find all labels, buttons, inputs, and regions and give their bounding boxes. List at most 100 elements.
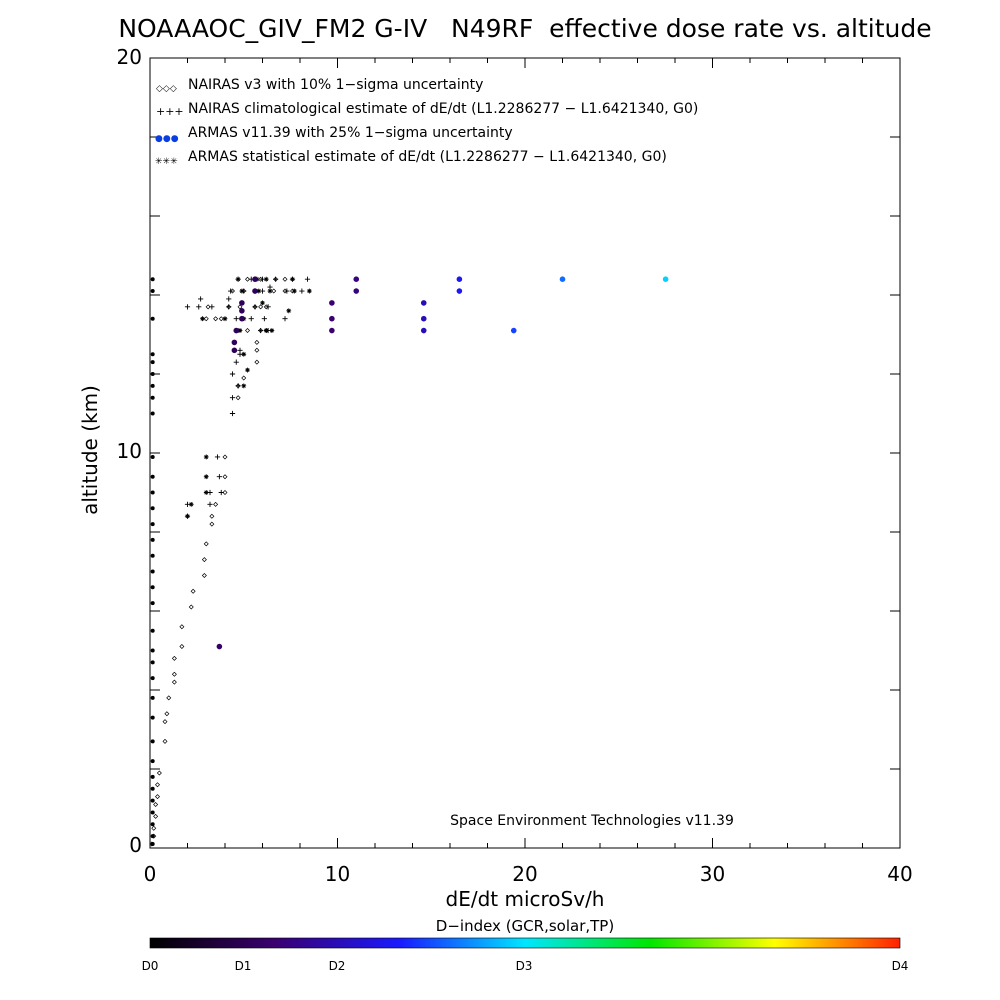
armas-point-d0 [150, 569, 155, 574]
x-tick-label-40: 40 [887, 862, 912, 886]
nairas-v3-point [271, 288, 277, 294]
chart-title: NOAAAOC_GIV_FM2 G-IV N49RF effective dos… [118, 14, 931, 43]
nairas-clim-point [282, 316, 288, 322]
nairas-v3-point [235, 395, 241, 401]
nairas-clim-point [233, 359, 239, 365]
armas-point [231, 347, 238, 354]
nairas-clim-point [299, 288, 305, 294]
nairas-v3-point [164, 711, 170, 717]
nairas-v3-point [162, 738, 168, 744]
legend: ◇◇◇ NAIRAS v3 with 10% 1−sigma uncertain… [155, 77, 698, 167]
nairas-v3-point [179, 644, 185, 650]
armas-stat-point [237, 328, 243, 333]
nairas-clim-point [229, 410, 236, 417]
nairas-v3-point [209, 521, 215, 527]
nairas-clim-point [198, 296, 204, 302]
legend-marker-armas: ●●● [155, 134, 179, 144]
nairas-v3-point [245, 276, 250, 282]
armas-stat-point [260, 300, 265, 306]
nairas-v3-point [245, 328, 250, 334]
nairas-clim-point [304, 276, 311, 282]
nairas-v3-point [171, 671, 177, 677]
armas-point [420, 300, 427, 306]
y-axis-label: altitude (km) [78, 385, 102, 515]
nairas-clim-point [184, 304, 191, 310]
armas-stat-point [241, 383, 247, 389]
nairas-v3-point [153, 813, 159, 819]
legend-marker-nairas-clim: +++ [156, 105, 184, 118]
armas-point [510, 327, 517, 334]
armas-stat-point [203, 474, 209, 480]
nairas-v3-point [222, 474, 228, 480]
y-axis-ticks [150, 57, 900, 849]
nairas-v3-point [171, 655, 177, 661]
armas-point-d0 [150, 759, 155, 764]
nairas-v3-point [155, 782, 160, 788]
nairas-v3-point [254, 339, 260, 345]
nairas-v3-point [190, 588, 196, 594]
armas-point-d0 [150, 352, 155, 357]
armas-stat-point [200, 316, 205, 322]
colorbar-label-d0: D0 [142, 959, 159, 973]
plot-frame [149, 57, 901, 849]
nairas-clim-point [261, 316, 267, 322]
armas-point-d0 [150, 454, 155, 459]
armas-point [233, 327, 240, 334]
armas-point [420, 327, 427, 334]
armas-point [420, 315, 427, 322]
armas-point [353, 288, 360, 294]
nairas-v3-point [213, 501, 219, 507]
y-tick-label-10: 10 [117, 439, 142, 463]
armas-point-d0 [150, 834, 155, 839]
x-tick-label-20: 20 [512, 862, 537, 886]
armas-stat-point [263, 328, 269, 333]
nairas-clim-point [265, 304, 271, 310]
legend-marker-nairas-v3: ◇◇◇ [156, 84, 177, 94]
nairas-v3-point [201, 572, 207, 578]
armas-point [231, 339, 238, 346]
armas-point-d0 [150, 522, 155, 527]
armas-point [559, 276, 566, 283]
nairas-v3-point [254, 359, 260, 365]
nairas-clim-point [228, 288, 234, 294]
armas-point-d0 [150, 316, 155, 321]
armas-point [456, 276, 463, 283]
armas-stat-point [222, 316, 228, 322]
armas-point [329, 300, 335, 306]
colorbar-title: D−index (GCR,solar,TP) [436, 917, 614, 935]
armas-point-d0 [150, 277, 155, 282]
armas-point-d0 [150, 490, 155, 495]
armas-point-d0 [150, 842, 155, 847]
colorbar-label-d1: D1 [235, 959, 252, 973]
x-axis-ticks [149, 58, 901, 848]
armas-stat-point [256, 288, 262, 294]
armas-stat-point [263, 276, 269, 282]
x-tick-label-30: 30 [700, 862, 725, 886]
armas-point [456, 288, 463, 294]
colorbar [149, 937, 901, 949]
armas-point-d0 [150, 715, 155, 720]
nairas-clim-point [218, 489, 224, 496]
nairas-v3-point [201, 557, 207, 563]
nairas-v3-point [203, 316, 209, 322]
credit-annotation: Space Environment Technologies v11.39 [450, 813, 734, 829]
nairas-clim-point [226, 304, 232, 310]
armas-point [329, 315, 335, 322]
armas-point-d0 [150, 360, 155, 365]
armas-stat-point [286, 308, 292, 314]
x-tick-label-0: 0 [144, 862, 157, 886]
colorbar-label-d3: D3 [516, 959, 533, 973]
nairas-clim-point [216, 474, 222, 480]
nairas-clim-point [233, 316, 239, 322]
armas-point-d0 [150, 585, 155, 590]
x-axis-label: dE/dt microSv/h [446, 887, 605, 911]
nairas-clim-point [196, 304, 202, 310]
nairas-v3-point [230, 288, 235, 294]
armas-point-d0 [150, 822, 155, 827]
nairas-v3-point [155, 794, 160, 800]
nairas-v3-point [188, 604, 194, 610]
nairas-clim-point [237, 347, 243, 353]
armas-point-d0 [150, 553, 155, 558]
armas-point-d0 [150, 395, 155, 400]
